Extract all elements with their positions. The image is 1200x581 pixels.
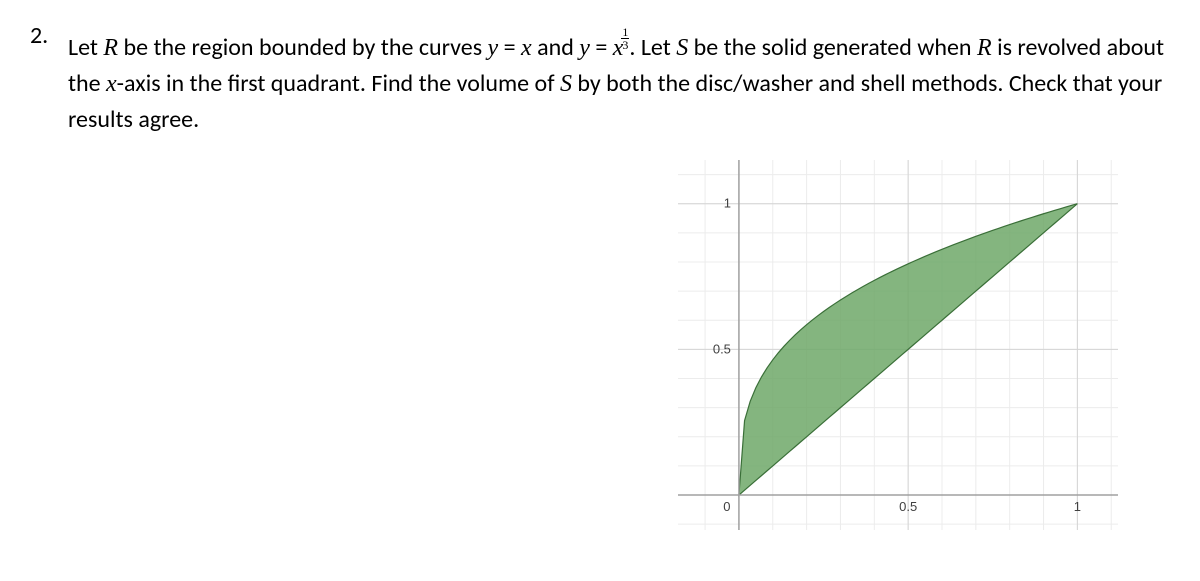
chart-container: 0 0.5 1 0.5 1 <box>678 160 1118 530</box>
y-tick-label: 0.5 <box>713 341 731 356</box>
problem-text: Let R be the region bounded by the curve… <box>68 18 1170 138</box>
x-tick-label: 0 <box>723 499 730 514</box>
eq: = <box>590 33 613 62</box>
problem-block: 2. Let R be the region bounded by the cu… <box>30 18 1170 138</box>
text: be the region bounded by the curves <box>118 33 487 62</box>
var-x: x <box>521 35 532 61</box>
var-y: y <box>579 35 590 61</box>
var-y: y <box>488 35 499 61</box>
var-S: S <box>676 35 688 61</box>
text: . Let <box>629 33 676 62</box>
x-tick-label: 0.5 <box>899 499 917 514</box>
x-tick-label: 1 <box>1074 499 1081 514</box>
y-tick-label: 1 <box>724 196 731 211</box>
text: and <box>532 33 580 62</box>
text: Let <box>68 33 103 62</box>
var-S: S <box>560 71 572 97</box>
text: be the solid generated when <box>688 33 977 62</box>
var-x: x <box>106 71 117 97</box>
eq: = <box>498 33 521 62</box>
var-R: R <box>977 35 992 61</box>
problem-number: 2. <box>30 18 68 138</box>
page-container: 2. Let R be the region bounded by the cu… <box>0 0 1200 138</box>
chart-svg: 0 0.5 1 0.5 1 <box>678 160 1118 530</box>
text: -axis in the first quadrant. Find the vo… <box>117 69 560 98</box>
var-R: R <box>103 35 118 61</box>
